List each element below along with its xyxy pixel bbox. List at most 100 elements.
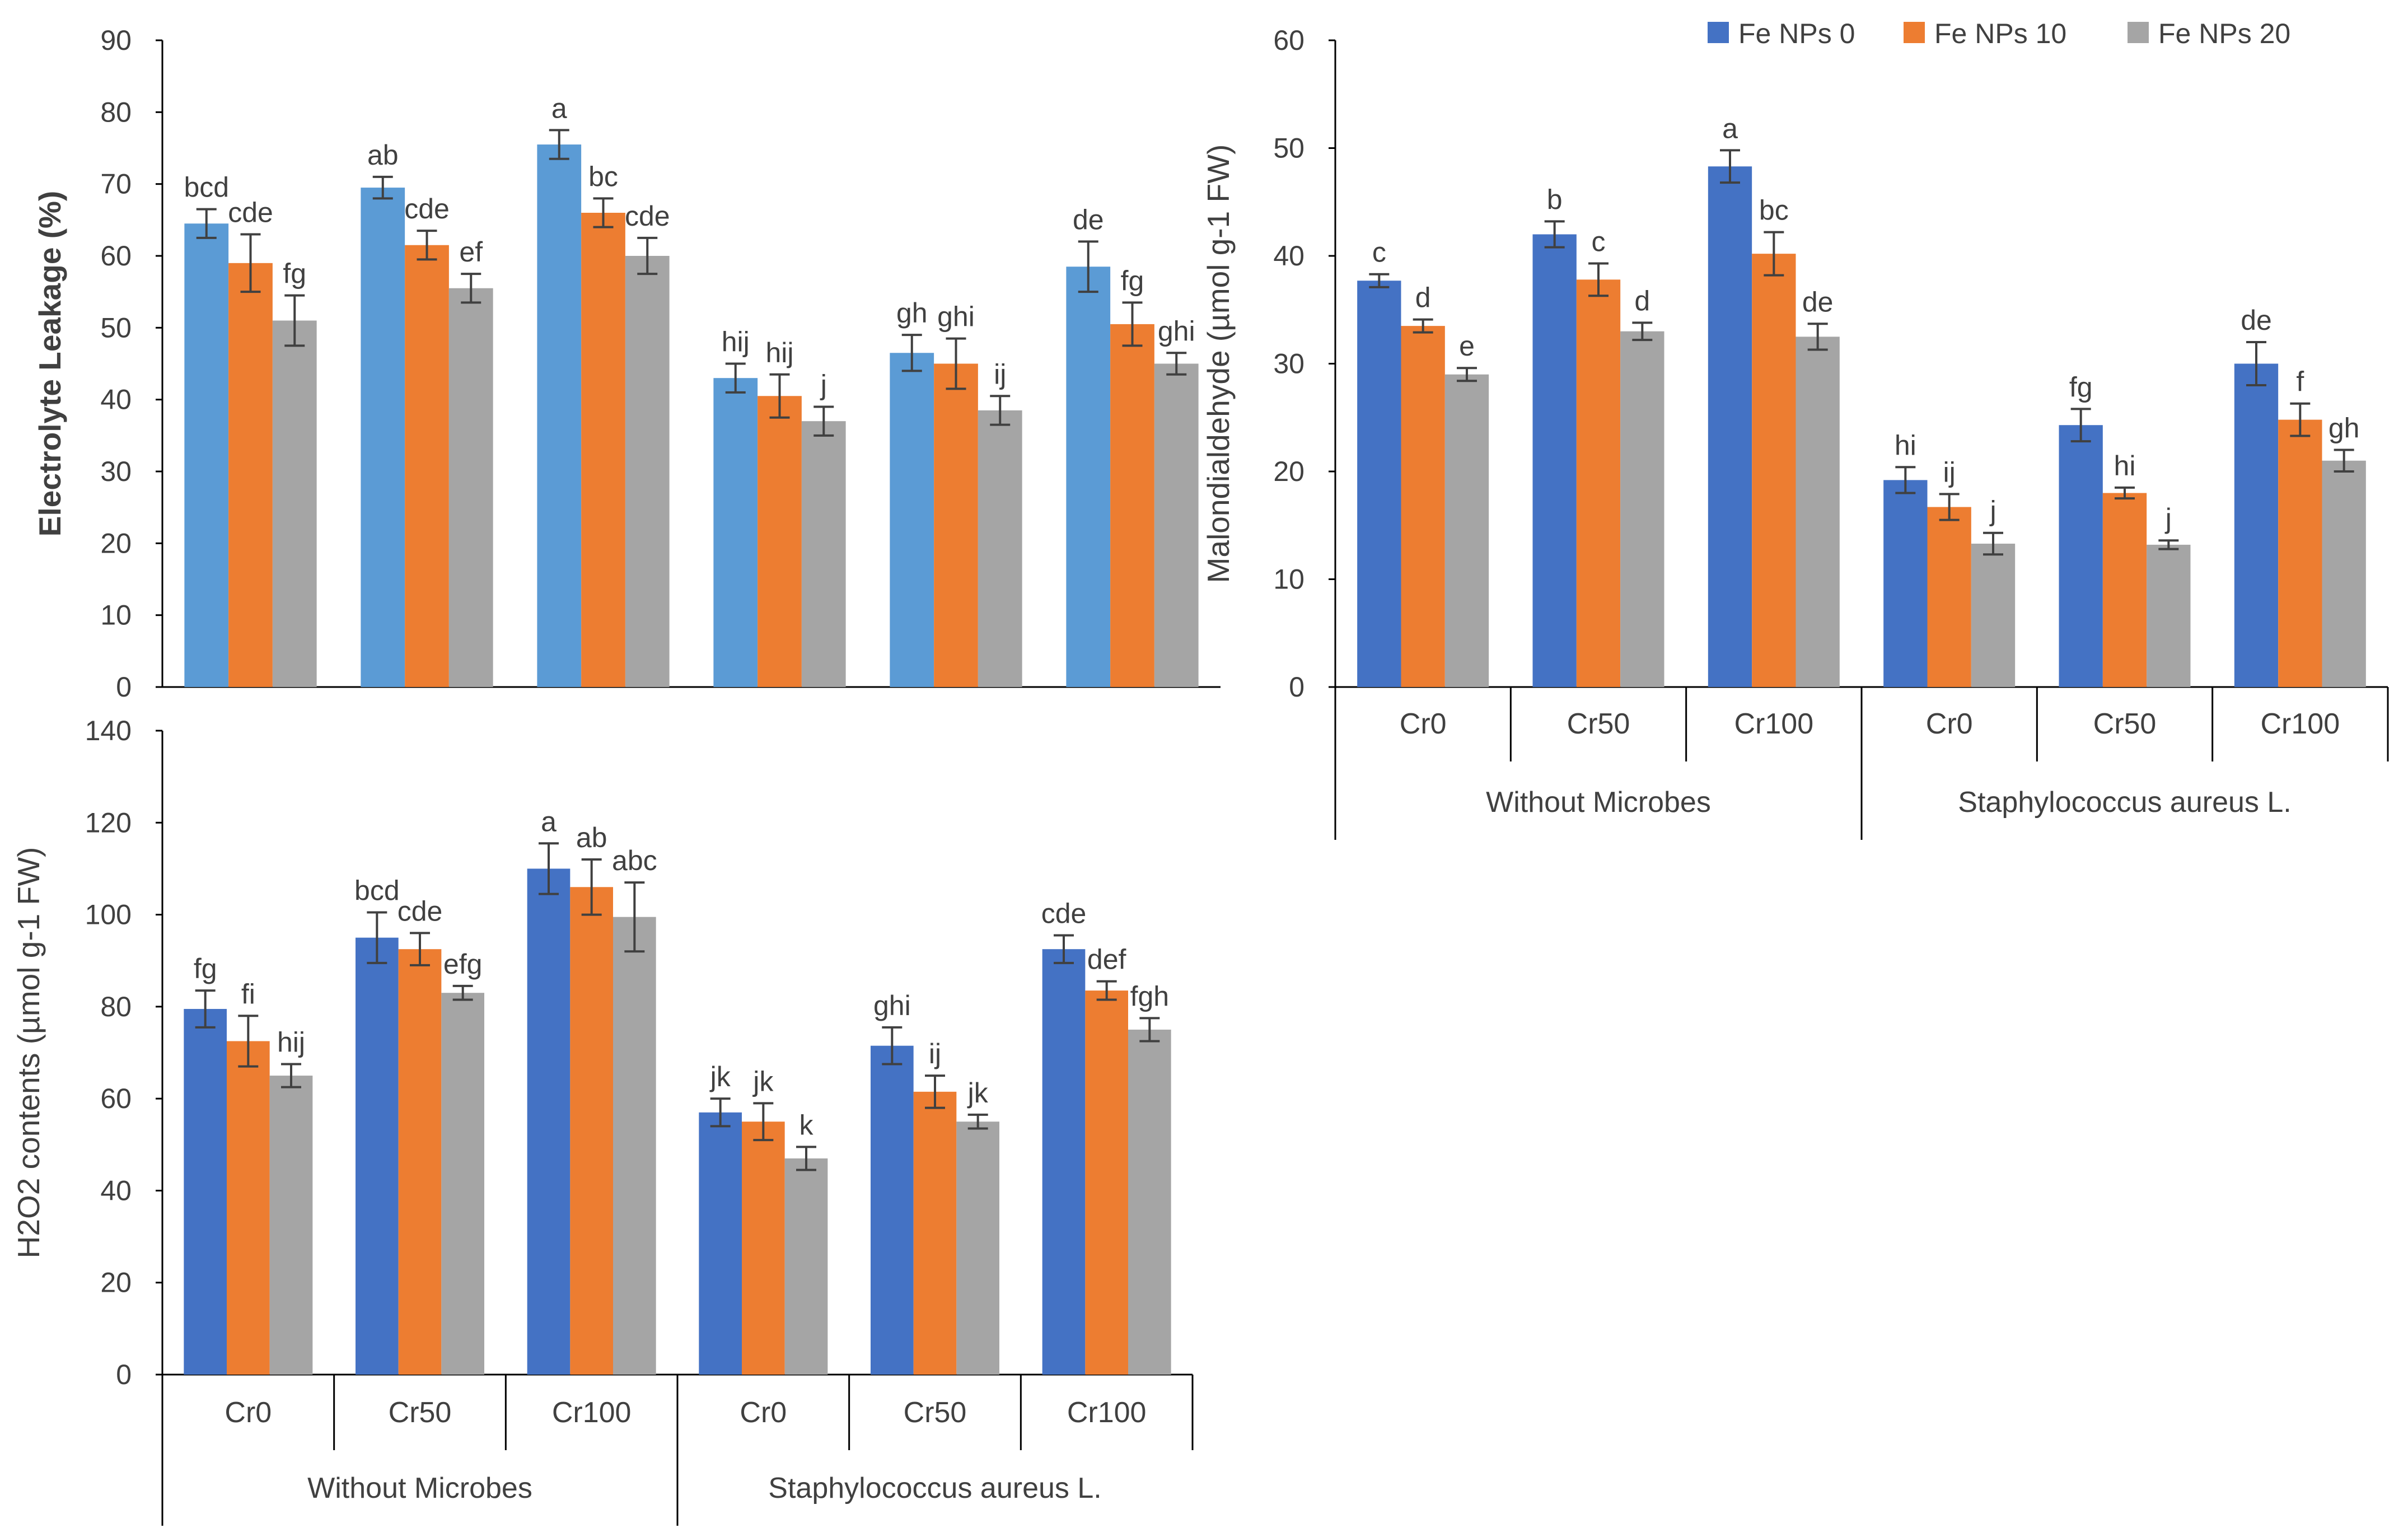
y-axis-title: Electrolyte Leakage (%): [32, 191, 67, 536]
significance-label: def: [1087, 944, 1126, 975]
significance-label: c: [1592, 226, 1606, 257]
significance-label: hij: [722, 326, 750, 358]
bar: [713, 378, 758, 687]
bar: [398, 949, 442, 1375]
significance-label: ij: [994, 358, 1006, 390]
bar: [227, 1041, 270, 1375]
significance-label: d: [1415, 282, 1431, 314]
significance-label: fgh: [1130, 980, 1170, 1012]
y-tick-label: 20: [1273, 456, 1304, 487]
significance-label: fg: [2069, 371, 2093, 403]
significance-label: f: [2296, 366, 2304, 398]
y-tick-label: 50: [1273, 133, 1304, 164]
significance-label: bcd: [354, 875, 400, 906]
bar: [581, 213, 625, 687]
significance-label: ab: [576, 822, 607, 853]
significance-label: j: [820, 370, 827, 401]
y-axis-title: Malondialdehyde (µmol g-1 FW): [1201, 144, 1236, 583]
category-label: Cr50: [1567, 708, 1630, 740]
bar: [272, 320, 317, 687]
electrolyte-leakage-chart: 0 10 20 30 40 50 60 70 80 90 Electrolyte Leakage (…: [32, 25, 1221, 703]
legend-label: Fe NPs 20: [2158, 18, 2290, 49]
category-label: Cr0: [225, 1396, 272, 1429]
bar: [1401, 326, 1445, 687]
significance-label: de: [1073, 204, 1104, 235]
bar: [1154, 363, 1199, 687]
significance-label: ij: [929, 1038, 941, 1069]
bar: [913, 1091, 957, 1375]
significance-label: abc: [612, 845, 657, 876]
bar: [625, 256, 670, 687]
significance-label: k: [799, 1109, 814, 1141]
bar: [613, 917, 656, 1375]
bar: [699, 1112, 742, 1375]
bar: [1444, 374, 1489, 687]
bar: [570, 887, 613, 1375]
significance-label: de: [2241, 305, 2272, 336]
significance-label: ghi: [1158, 315, 1195, 347]
bar: [2234, 363, 2279, 687]
significance-label: ij: [1943, 456, 1956, 488]
significance-label: efg: [443, 948, 483, 980]
legend-swatch: [2128, 22, 2149, 43]
y-tick-label: 60: [100, 1083, 132, 1114]
significance-label: cde: [228, 197, 273, 228]
y-tick-label: 20: [100, 527, 132, 559]
bar: [1042, 949, 1086, 1375]
y-tick-label: 30: [100, 456, 132, 487]
bar: [1576, 279, 1621, 688]
category-label: Cr0: [740, 1396, 787, 1429]
significance-label: a: [1722, 113, 1738, 144]
category-label: Cr0: [1400, 708, 1447, 740]
bar: [890, 353, 934, 687]
bar: [1620, 331, 1664, 687]
group-label: Staphylococcus aureus L.: [768, 1472, 1101, 1504]
significance-label: gh: [896, 297, 928, 329]
bar: [1110, 324, 1154, 687]
bar: [361, 188, 405, 687]
bar: [2059, 425, 2103, 687]
significance-label: fg: [1121, 265, 1144, 296]
significance-label: e: [1459, 330, 1475, 362]
legend-label: Fe NPs 10: [1934, 18, 2066, 49]
significance-label: ab: [367, 139, 399, 171]
bar: [184, 1008, 227, 1375]
significance-label: j: [1989, 496, 1996, 527]
bar: [871, 1045, 914, 1375]
y-tick-label: 0: [116, 671, 132, 703]
significance-label: a: [551, 92, 567, 124]
bar: [1971, 543, 2016, 687]
group-label: Without Microbes: [1486, 786, 1711, 819]
bar: [1128, 1029, 1171, 1375]
bar: [441, 993, 484, 1375]
y-tick-label: 80: [100, 991, 132, 1022]
legend-swatch: [1904, 22, 1925, 43]
significance-label: ghi: [937, 301, 975, 333]
bar: [405, 245, 449, 687]
bar: [1927, 507, 1971, 687]
category-label: Cr100: [552, 1396, 632, 1429]
bar: [2278, 419, 2322, 687]
category-label: Cr100: [1734, 708, 1814, 740]
significance-label: cde: [625, 200, 670, 232]
y-tick-label: 90: [100, 25, 132, 56]
y-tick-label: 10: [100, 600, 132, 631]
bar: [934, 363, 978, 687]
y-tick-label: 60: [1273, 25, 1304, 56]
bar: [1357, 281, 1401, 687]
group-label: Staphylococcus aureus L.: [1958, 786, 2291, 819]
category-label: Cr100: [2261, 708, 2340, 740]
bar: [801, 421, 846, 687]
significance-label: hi: [1895, 429, 1916, 461]
y-tick-label: 40: [1273, 240, 1304, 272]
y-tick-label: 120: [85, 807, 132, 838]
bar: [356, 937, 399, 1375]
significance-label: a: [541, 806, 557, 837]
y-tick-label: 0: [116, 1359, 132, 1390]
legend-swatch: [1708, 22, 1729, 43]
y-tick-label: 60: [100, 240, 132, 272]
h2o2-contents-chart: 0 20 40 60 80 100 120 140 H2O2 contents (µmol g-…: [11, 715, 1194, 1526]
significance-label: ghi: [873, 990, 911, 1021]
bar: [1708, 166, 1752, 688]
